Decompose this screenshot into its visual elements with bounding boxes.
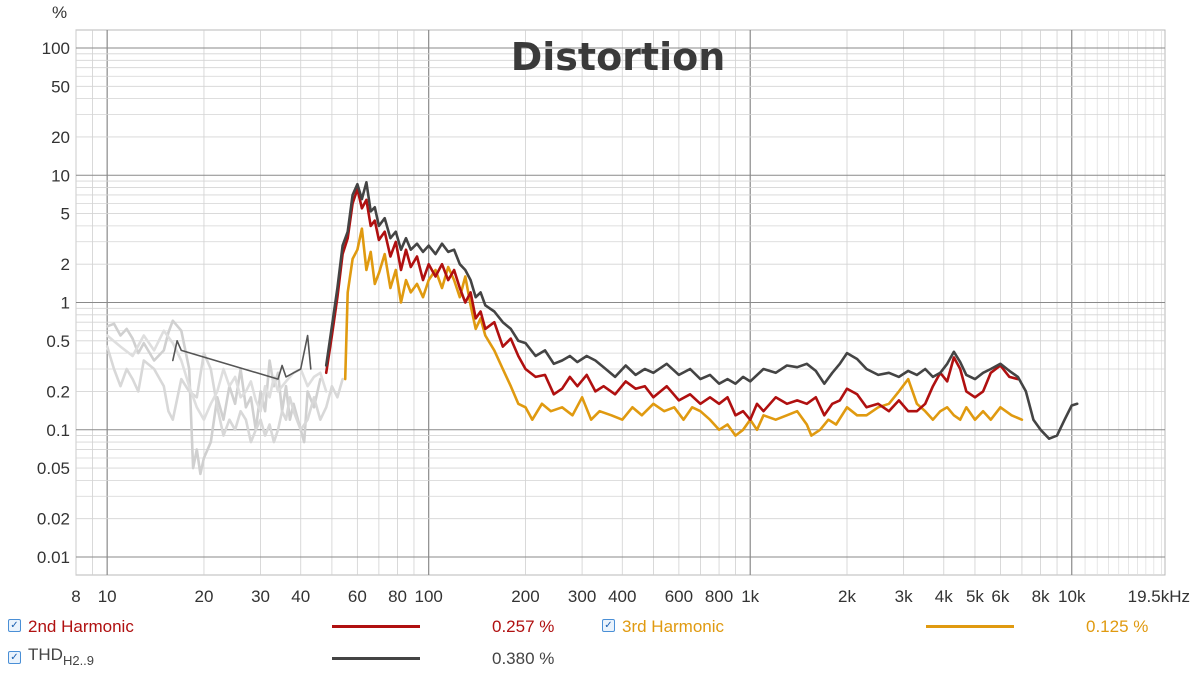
y-tick-label: 1: [61, 294, 70, 313]
legend-swatch-thd: [332, 657, 420, 660]
checkbox-3rd-harmonic[interactable]: ✓: [602, 619, 615, 632]
y-tick-label: 0.5: [46, 332, 70, 351]
y-tick-label: 100: [42, 39, 70, 58]
y-unit-label: %: [52, 3, 67, 22]
x-tick-label: 60: [348, 587, 367, 606]
legend-swatch-3rd-harmonic: [926, 625, 1014, 628]
y-tick-label: 0.1: [46, 421, 70, 440]
checkbox-2nd-harmonic[interactable]: ✓: [8, 619, 21, 632]
y-tick-label: 10: [51, 166, 70, 185]
x-tick-label: 300: [568, 587, 596, 606]
x-tick-label: 20: [194, 587, 213, 606]
x-tick-label: 400: [608, 587, 636, 606]
series-line-3rd-harmonic: [343, 227, 1024, 437]
legend-swatch-2nd-harmonic: [332, 625, 420, 628]
series-line-below-range-b: [105, 345, 344, 444]
x-tick-label: 1k: [741, 587, 759, 606]
x-tick-label: 100: [415, 587, 443, 606]
y-tick-label: 20: [51, 128, 70, 147]
distortion-chart: 100 50 20 10 5 2 1 0.5 0.2 0.1 0.05 0.02 0.01% 8 10 20 3…: [37, 3, 1190, 606]
series-line-below-range-dark-fragment: [172, 334, 312, 380]
y-tick-label: 50: [51, 77, 70, 96]
x-tick-label: 40: [291, 587, 310, 606]
legend-label-2nd-harmonic: 2nd Harmonic: [28, 617, 134, 636]
x-tick-label: 200: [511, 587, 539, 606]
x-tick-label: 5k: [966, 587, 984, 606]
x-tick-label: 3k: [895, 587, 913, 606]
x-tick-label: 80: [388, 587, 407, 606]
legend-value-thd: 0.380 %: [492, 649, 555, 668]
y-tick-label: 0.02: [37, 510, 70, 529]
x-tick-label: 19.5kHz: [1128, 587, 1190, 606]
legend-value-3rd-harmonic: 0.125 %: [1086, 617, 1149, 636]
series-line-thd: [324, 181, 1079, 440]
x-tick-label: 30: [251, 587, 270, 606]
y-tick-label: 0.05: [37, 459, 70, 478]
x-tick-label: 10: [98, 587, 117, 606]
x-tick-label: 6k: [991, 587, 1009, 606]
x-tick-label: 800: [705, 587, 733, 606]
x-tick-label: 8: [71, 587, 80, 606]
legend-label-thd: THDH2..9: [28, 645, 95, 668]
legend-label-3rd-harmonic: 3rd Harmonic: [622, 617, 725, 636]
series-line-2nd-harmonic: [324, 187, 1020, 421]
y-tick-label: 2: [61, 255, 70, 274]
chart-title: Distortion: [511, 35, 726, 79]
y-tick-label: 0.2: [46, 382, 70, 401]
legend-label-thd-main: THD: [28, 645, 63, 664]
y-tick-label: 5: [61, 205, 70, 224]
legend-value-2nd-harmonic: 0.257 %: [492, 617, 555, 636]
x-tick-label: 10k: [1058, 587, 1086, 606]
legend-label-thd-subscript: H2..9: [62, 653, 95, 668]
y-tick-label: 0.01: [37, 548, 70, 567]
x-tick-label: 600: [665, 587, 693, 606]
x-tick-label: 2k: [838, 587, 856, 606]
x-tick-label: 8k: [1032, 587, 1050, 606]
checkbox-thd[interactable]: ✓: [8, 651, 21, 664]
x-tick-label: 4k: [935, 587, 953, 606]
